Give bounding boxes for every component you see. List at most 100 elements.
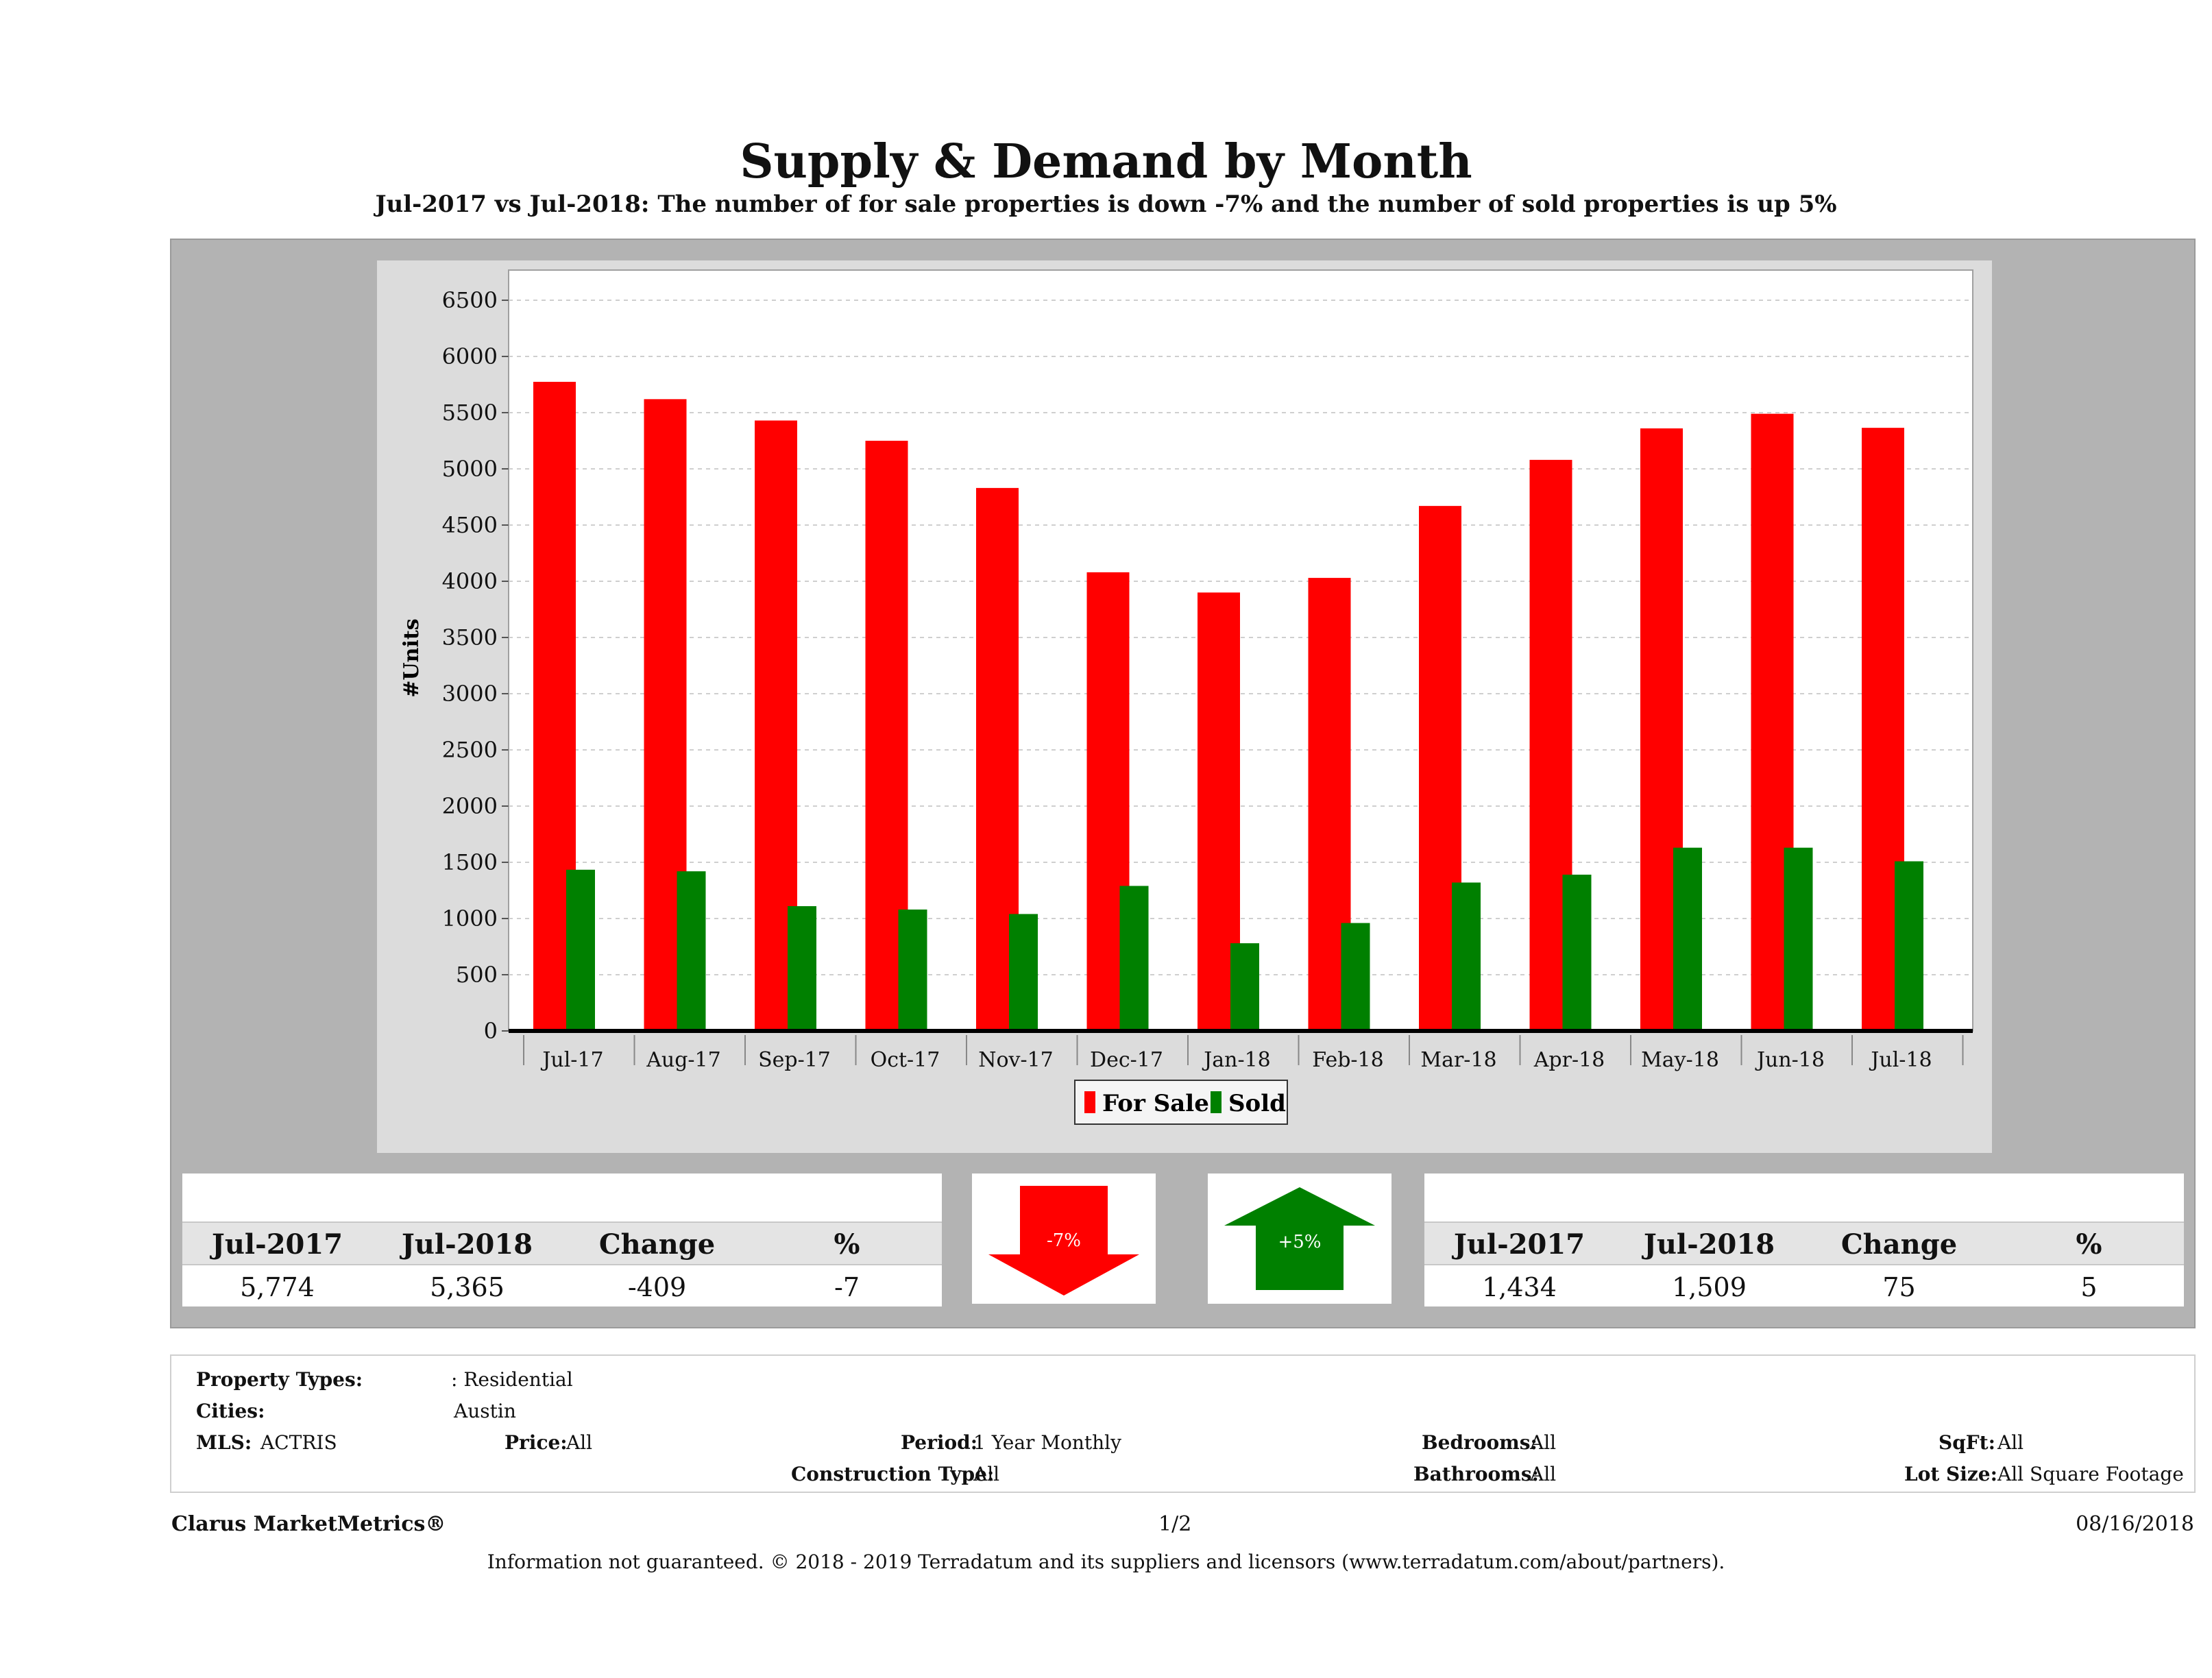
x-tick-label: Apr-18 [1533, 1048, 1605, 1072]
header-jul-2018: Jul-2018 [1643, 1228, 1775, 1261]
y-tick-label: 4000 [442, 568, 498, 594]
period-value: 1 Year Monthly [973, 1431, 1121, 1454]
y-tick-label: 6000 [442, 343, 498, 369]
bedrooms-label: Bedrooms: [1422, 1431, 1538, 1454]
page-subtitle: Jul-2017 vs Jul-2018: The number of for … [375, 191, 1837, 218]
footer-date: 08/16/2018 [2076, 1512, 2194, 1536]
x-tick-label: Jul-18 [1869, 1048, 1932, 1072]
x-tick-label: Mar-18 [1420, 1048, 1496, 1072]
legend: For Sale Sold [1074, 1080, 1288, 1125]
x-tick-label: Jan-18 [1202, 1048, 1271, 1072]
plot-area [508, 269, 1973, 1032]
bar-chart: 0 500 1000 1500 2000 2500 3000 3500 4000 4500 5000… [400, 269, 1973, 1125]
up-arrow-label: +5% [1278, 1232, 1321, 1252]
bars [533, 382, 1923, 1031]
for-sale-table: Jul-2017 Jul-2018 Change % 5,774 5,365 -… [182, 1174, 942, 1306]
bathrooms-label: Bathrooms: [1413, 1463, 1539, 1485]
footer-disclaimer: Information not guaranteed. © 2018 - 201… [487, 1551, 1725, 1573]
x-axis-ticks: Jul-17 Aug-17 Sep-17 Oct-17 Nov-17 Dec-17 Jan-… [523, 1035, 1964, 1072]
bedrooms-value: All [1530, 1431, 1557, 1454]
header-jul-2018: Jul-2018 [401, 1228, 533, 1261]
gridlines [509, 300, 1973, 975]
value-change: -409 [627, 1272, 687, 1302]
sqft-value: All [1997, 1431, 2024, 1454]
x-tick-label: Dec-17 [1090, 1048, 1163, 1072]
construction-type-value: All [973, 1463, 1000, 1485]
up-arrow-box: +5% [1208, 1174, 1391, 1304]
y-tick-label: 0 [484, 1018, 498, 1044]
y-tick-label: 5000 [442, 456, 498, 482]
value-jul-2017: 1,434 [1482, 1272, 1557, 1302]
value-jul-2018: 1,509 [1672, 1272, 1747, 1302]
legend-label-for-sale: For Sale [1102, 1090, 1209, 1117]
footer-brand: Clarus MarketMetrics® [171, 1512, 446, 1536]
header-change: Change [598, 1228, 716, 1261]
bar-sold-jul-17 [566, 869, 595, 1031]
mls-value: ACTRIS [260, 1431, 337, 1454]
y-axis-label: #Units [400, 618, 424, 697]
bar-sold-jan-18 [1230, 943, 1259, 1031]
x-tick-label: Oct-17 [871, 1048, 940, 1072]
x-tick-label: May-18 [1641, 1048, 1719, 1072]
value-percent: 5 [2080, 1272, 2098, 1302]
price-label: Price: [505, 1431, 568, 1454]
sold-table: Jul-2017 Jul-2018 Change % 1,434 1,509 7… [1424, 1174, 2184, 1306]
header-jul-2017: Jul-2017 [1453, 1228, 1585, 1261]
header-percent: % [834, 1228, 860, 1261]
y-tick-label: 5500 [442, 400, 498, 426]
legend-label-sold: Sold [1228, 1090, 1286, 1117]
x-tick-label: Aug-17 [646, 1048, 721, 1072]
bar-sold-aug-17 [677, 871, 706, 1031]
property-types-label: Property Types: [196, 1368, 363, 1391]
y-tick-label: 6500 [442, 287, 498, 313]
bar-sold-nov-17 [1009, 914, 1038, 1031]
y-tick-label: 2500 [442, 737, 498, 763]
legend-swatch-sold [1211, 1091, 1222, 1113]
cities-value: Austin [454, 1400, 516, 1422]
bar-sold-may-18 [1673, 847, 1702, 1031]
table-header-row: Jul-2017 Jul-2018 Change % [1424, 1221, 2184, 1265]
construction-type-label: Construction Type: [791, 1463, 995, 1485]
bar-sold-oct-17 [898, 909, 927, 1031]
x-tick-label: Jun-18 [1755, 1048, 1825, 1072]
x-tick-label: Feb-18 [1312, 1048, 1383, 1072]
lot-size-value: All Square Footage [1997, 1463, 2184, 1485]
page-title: Supply & Demand by Month [740, 134, 1472, 189]
bar-sold-dec-17 [1119, 886, 1149, 1031]
price-value: All [566, 1431, 593, 1454]
property-types-value: : Residential [451, 1368, 573, 1391]
y-tick-label: 4500 [442, 512, 498, 538]
y-tick-label: 3500 [442, 624, 498, 650]
header-jul-2017: Jul-2017 [211, 1228, 343, 1261]
mls-label: MLS: [196, 1431, 252, 1454]
down-arrow-label: -7% [1047, 1230, 1081, 1251]
y-tick-label: 500 [456, 962, 498, 988]
down-arrow-icon: -7% [988, 1186, 1139, 1296]
x-tick-label: Sep-17 [758, 1048, 831, 1072]
bar-sold-feb-18 [1341, 923, 1370, 1031]
value-jul-2017: 5,774 [240, 1272, 315, 1302]
footer-page-number: 1/2 [1158, 1512, 1192, 1536]
y-axis-ticks: 0 500 1000 1500 2000 2500 3000 3500 4000 4500 5000… [442, 287, 509, 1044]
sqft-label: SqFt: [1938, 1431, 1995, 1454]
value-change: 75 [1882, 1272, 1916, 1302]
up-arrow-icon: +5% [1224, 1187, 1375, 1290]
period-label: Period: [901, 1431, 978, 1454]
lot-size-label: Lot Size: [1904, 1463, 1997, 1485]
bar-sold-mar-18 [1452, 882, 1481, 1031]
legend-box [1074, 1080, 1288, 1125]
cities-label: Cities: [196, 1400, 265, 1422]
bar-sold-apr-18 [1562, 875, 1592, 1031]
legend-swatch-for-sale [1084, 1091, 1095, 1113]
down-arrow-box: -7% [972, 1174, 1156, 1304]
header-percent: % [2076, 1228, 2102, 1261]
bar-sold-jul-18 [1895, 861, 1923, 1031]
value-percent: -7 [834, 1272, 860, 1302]
bar-sold-jun-18 [1784, 847, 1813, 1031]
y-tick-label: 1500 [442, 849, 498, 875]
x-tick-label: Nov-17 [978, 1048, 1054, 1072]
header-change: Change [1840, 1228, 1958, 1261]
criteria-panel: Property Types: : Residential Cities: Au… [170, 1354, 2196, 1493]
y-tick-label: 1000 [442, 905, 498, 932]
y-tick-label: 3000 [442, 681, 498, 707]
